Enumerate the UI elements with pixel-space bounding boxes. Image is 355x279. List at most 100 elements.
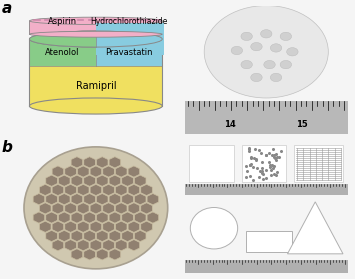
- Polygon shape: [141, 221, 152, 232]
- Text: Ramipril: Ramipril: [76, 81, 116, 91]
- Ellipse shape: [29, 31, 162, 37]
- Text: Hydrochlorothiazide: Hydrochlorothiazide: [91, 17, 168, 26]
- Bar: [294, 145, 343, 182]
- Polygon shape: [103, 203, 114, 214]
- Polygon shape: [109, 194, 121, 205]
- Polygon shape: [52, 166, 64, 177]
- Polygon shape: [52, 240, 64, 251]
- Polygon shape: [77, 221, 89, 232]
- Polygon shape: [84, 157, 95, 168]
- Ellipse shape: [241, 61, 252, 69]
- Polygon shape: [52, 221, 64, 232]
- Bar: [29, 39, 96, 66]
- Polygon shape: [128, 203, 140, 214]
- Polygon shape: [97, 230, 108, 242]
- Ellipse shape: [271, 73, 282, 82]
- Polygon shape: [97, 212, 108, 223]
- Polygon shape: [128, 240, 140, 251]
- Ellipse shape: [204, 6, 328, 98]
- Polygon shape: [103, 221, 114, 232]
- Polygon shape: [122, 175, 133, 186]
- Text: 14: 14: [224, 120, 236, 129]
- Polygon shape: [84, 230, 95, 242]
- Ellipse shape: [261, 30, 272, 38]
- Polygon shape: [90, 203, 102, 214]
- Bar: [185, 184, 348, 195]
- Ellipse shape: [29, 31, 162, 47]
- Bar: [29, 21, 162, 34]
- Ellipse shape: [24, 147, 168, 269]
- Polygon shape: [52, 203, 64, 214]
- Polygon shape: [71, 157, 83, 168]
- Text: Pravastatin: Pravastatin: [105, 48, 153, 57]
- Ellipse shape: [251, 73, 262, 82]
- Ellipse shape: [251, 42, 262, 51]
- Polygon shape: [71, 230, 83, 242]
- Polygon shape: [52, 184, 64, 196]
- Polygon shape: [288, 202, 343, 254]
- Polygon shape: [103, 166, 114, 177]
- Polygon shape: [147, 212, 159, 223]
- Polygon shape: [39, 184, 51, 196]
- Polygon shape: [71, 212, 83, 223]
- Polygon shape: [77, 203, 89, 214]
- Bar: [246, 231, 291, 252]
- Bar: [29, 66, 162, 106]
- Polygon shape: [71, 175, 83, 186]
- Polygon shape: [39, 203, 51, 214]
- Polygon shape: [109, 212, 121, 223]
- Polygon shape: [65, 221, 76, 232]
- Polygon shape: [71, 194, 83, 205]
- Text: b: b: [2, 140, 13, 155]
- Polygon shape: [71, 249, 83, 260]
- Polygon shape: [115, 184, 127, 196]
- Polygon shape: [59, 212, 70, 223]
- Polygon shape: [97, 194, 108, 205]
- Polygon shape: [77, 166, 89, 177]
- Polygon shape: [109, 175, 121, 186]
- Polygon shape: [84, 194, 95, 205]
- Polygon shape: [103, 240, 114, 251]
- Polygon shape: [103, 184, 114, 196]
- Ellipse shape: [29, 98, 162, 114]
- Text: Atenolol: Atenolol: [45, 48, 80, 57]
- Ellipse shape: [280, 61, 291, 69]
- Bar: [96, 23, 164, 55]
- Polygon shape: [147, 194, 159, 205]
- Ellipse shape: [29, 31, 162, 47]
- Polygon shape: [90, 240, 102, 251]
- Polygon shape: [109, 157, 121, 168]
- Polygon shape: [135, 194, 146, 205]
- Text: 15: 15: [296, 120, 308, 129]
- Polygon shape: [65, 240, 76, 251]
- Polygon shape: [141, 184, 152, 196]
- Polygon shape: [46, 212, 58, 223]
- Polygon shape: [128, 184, 140, 196]
- Polygon shape: [59, 230, 70, 242]
- Polygon shape: [97, 175, 108, 186]
- Ellipse shape: [29, 17, 162, 25]
- Polygon shape: [65, 166, 76, 177]
- Polygon shape: [97, 157, 108, 168]
- Polygon shape: [77, 184, 89, 196]
- Ellipse shape: [29, 31, 162, 47]
- Text: Aspirin: Aspirin: [48, 17, 77, 26]
- Ellipse shape: [231, 46, 242, 55]
- Polygon shape: [77, 240, 89, 251]
- Polygon shape: [84, 249, 95, 260]
- Polygon shape: [65, 203, 76, 214]
- Polygon shape: [109, 249, 121, 260]
- Polygon shape: [135, 230, 146, 242]
- Polygon shape: [115, 166, 127, 177]
- Bar: [185, 260, 348, 273]
- Polygon shape: [122, 194, 133, 205]
- Polygon shape: [84, 212, 95, 223]
- Polygon shape: [115, 221, 127, 232]
- Bar: [96, 39, 162, 66]
- Polygon shape: [90, 221, 102, 232]
- Ellipse shape: [264, 61, 275, 69]
- Polygon shape: [46, 175, 58, 186]
- Polygon shape: [90, 166, 102, 177]
- Polygon shape: [122, 212, 133, 223]
- Polygon shape: [135, 212, 146, 223]
